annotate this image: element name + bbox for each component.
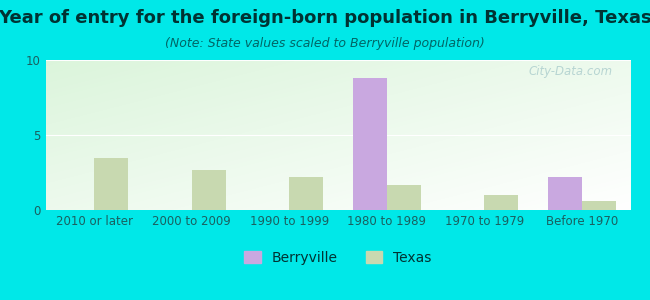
Bar	[94, 158, 129, 210]
Bar	[387, 184, 421, 210]
Text: Year of entry for the foreign-born population in Berryville, Texas: Year of entry for the foreign-born popul…	[0, 9, 650, 27]
Bar	[484, 195, 519, 210]
Text: (Note: State values scaled to Berryville population): (Note: State values scaled to Berryville…	[165, 38, 485, 50]
Bar	[192, 169, 226, 210]
Legend: Berryville, Texas: Berryville, Texas	[239, 245, 437, 271]
Text: City-Data.com: City-Data.com	[529, 64, 613, 77]
Bar	[582, 201, 616, 210]
Bar	[547, 177, 582, 210]
Bar	[289, 177, 324, 210]
Bar	[353, 78, 387, 210]
